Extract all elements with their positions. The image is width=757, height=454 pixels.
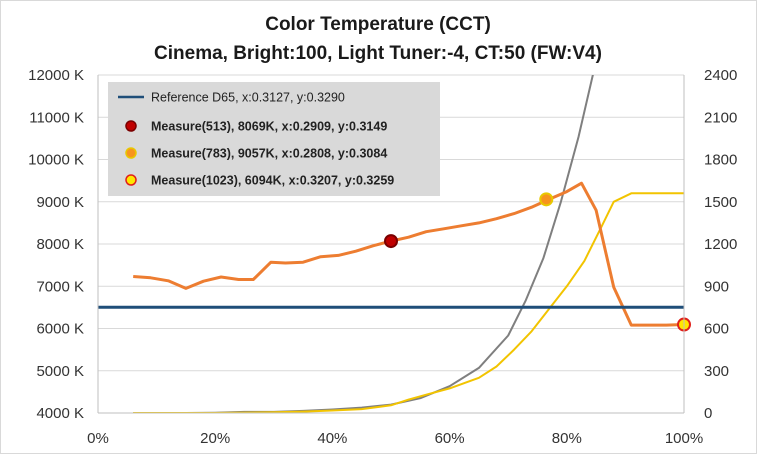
- legend-measure-2-label: Measure(783), 9057K, x:0.2808, y:0.3084: [151, 147, 387, 161]
- x-tick-label: 40%: [317, 430, 347, 447]
- y2-tick-label: 1200: [704, 236, 737, 253]
- y2-tick-label: 1800: [704, 152, 737, 169]
- measure-marker-2: [539, 192, 554, 207]
- measure-marker-1: [384, 234, 398, 249]
- legend-measure-2-marker: [125, 147, 137, 159]
- legend-reference-label: Reference D65, x:0.3127, y:0.3290: [151, 91, 345, 105]
- y2-tick-label: 1500: [704, 194, 737, 211]
- cct-series-line: [133, 181, 684, 327]
- x-tick-label: 0%: [87, 430, 109, 447]
- axis-layer: 4000 K 5000 K 6000 K 7000 K 8000 K 9000 K 1000…: [28, 67, 737, 447]
- x-tick-label: 20%: [200, 430, 230, 447]
- legend-measure-3-label: Measure(1023), 6094K, x:0.3207, y:0.3259: [151, 174, 394, 188]
- x-tick-label: 100%: [665, 430, 703, 447]
- legend-measure-1-label: Measure(513), 8069K, x:0.2909, y:0.3149: [151, 120, 387, 134]
- x-tick-label: 80%: [552, 430, 582, 447]
- y-tick-label: 5000 K: [36, 363, 84, 380]
- chart-subtitle: Cinema, Bright:100, Light Tuner:-4, CT:5…: [154, 43, 602, 64]
- y-tick-label: 9000 K: [36, 194, 84, 211]
- y2-tick-label: 2400: [704, 67, 737, 84]
- y2-tick-label: 0: [704, 405, 712, 422]
- y2-tick-label: 900: [704, 278, 729, 295]
- legend-box: [108, 82, 440, 196]
- y-tick-label: 10000 K: [28, 152, 84, 169]
- chart-title: Color Temperature (CCT): [265, 14, 491, 35]
- y-tick-label: 7000 K: [36, 278, 84, 295]
- legend-measure-1-marker: [125, 120, 137, 132]
- y-tick-label: 12000 K: [28, 67, 84, 84]
- y2-tick-label: 600: [704, 321, 729, 338]
- y-tick-label: 8000 K: [36, 236, 84, 253]
- y2-tick-label: 300: [704, 363, 729, 380]
- y2-tick-label: 2100: [704, 109, 737, 126]
- legend: Reference D65, x:0.3127, y:0.3290 Measur…: [108, 82, 440, 196]
- legend-measure-3-marker: [125, 174, 137, 186]
- y-tick-label: 11000 K: [29, 109, 84, 126]
- x-tick-label: 60%: [435, 430, 465, 447]
- y-tick-label: 6000 K: [36, 321, 84, 338]
- y-tick-label: 4000 K: [36, 405, 84, 422]
